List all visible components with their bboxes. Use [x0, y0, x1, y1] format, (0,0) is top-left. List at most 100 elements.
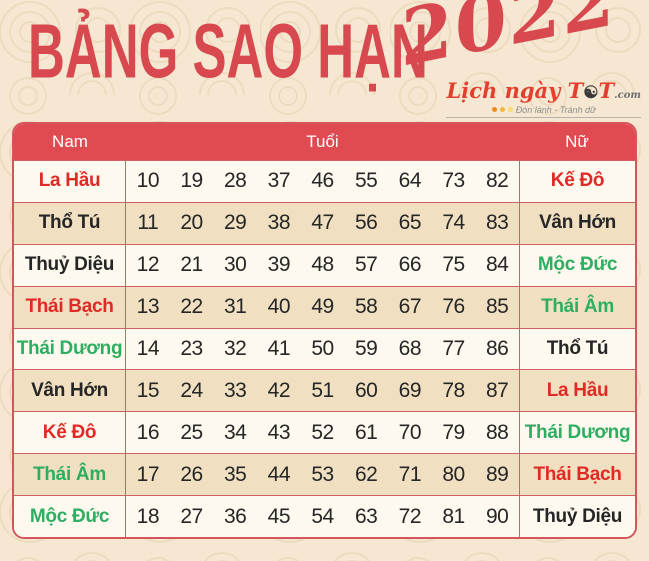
age-value: 64 — [398, 169, 422, 193]
age-value: 19 — [180, 169, 203, 193]
star-name-nam: Vân Hớn — [14, 370, 126, 412]
star-name-nu: Thổ Tú — [519, 328, 635, 370]
age-value: 25 — [180, 420, 203, 444]
age-value: 26 — [180, 462, 203, 486]
age-value: 79 — [442, 420, 465, 444]
logo-tagline: Đón lành - Tránh dữ — [515, 104, 596, 115]
age-value: 22 — [180, 295, 203, 319]
age-value: 30 — [223, 253, 247, 277]
table-header: Nam Tuổi Nữ — [14, 124, 635, 160]
age-value: 50 — [311, 337, 334, 360]
age-value: 82 — [485, 169, 509, 193]
age-value: 15 — [136, 378, 160, 402]
age-value: 75 — [442, 253, 465, 277]
age-value: 85 — [485, 295, 509, 319]
star-name-nam: Thái Bạch — [14, 286, 126, 328]
table-row: Vân Hớn 15 24 33 42 51 60 69 78 87 La Hầ… — [14, 369, 635, 412]
age-value: 67 — [398, 295, 422, 319]
star-name-nam: Thuỷ Diệu — [14, 244, 126, 286]
table-row: Thái Bạch 13 22 31 40 49 58 67 76 85 Thá… — [14, 285, 635, 328]
age-value: 44 — [267, 462, 291, 486]
dot-icon — [499, 107, 505, 113]
age-value: 69 — [398, 378, 422, 402]
logo-wordmark: Lịch ngày T☯T.com — [446, 78, 641, 103]
age-value: 76 — [442, 295, 465, 319]
star-name-nu: Thái Bạch — [519, 454, 635, 496]
page-title: BẢNG SAO HẠN — [28, 8, 428, 95]
age-value: 68 — [398, 337, 422, 360]
age-value: 89 — [485, 462, 509, 486]
age-value: 29 — [223, 211, 247, 235]
star-name-nu: Thuỷ Diệu — [519, 496, 635, 537]
star-name-nu: Kế Đô — [519, 161, 635, 202]
age-value: 14 — [136, 337, 160, 360]
logo-tagline-row: Đón lành - Tránh dữ — [446, 105, 641, 118]
age-value: 54 — [311, 504, 334, 528]
year-label: 2022 — [392, 0, 626, 83]
age-value: 70 — [398, 420, 422, 444]
dot-icon — [491, 107, 497, 113]
age-value: 53 — [311, 462, 334, 486]
age-value: 41 — [267, 337, 291, 360]
age-value: 72 — [398, 504, 422, 528]
age-value: 88 — [485, 420, 509, 444]
star-name-nu: La Hầu — [519, 370, 635, 412]
age-value: 86 — [485, 337, 509, 360]
age-value: 38 — [267, 211, 291, 235]
table-row: Thái Dương 14 23 32 41 50 59 68 77 86 Th… — [14, 327, 635, 370]
column-header-nam: Nam — [52, 132, 88, 151]
age-value: 11 — [137, 211, 159, 235]
age-value: 63 — [354, 504, 378, 528]
age-value: 16 — [136, 420, 160, 444]
age-value: 45 — [267, 504, 291, 528]
yinyang-icon: ☯ — [583, 83, 599, 103]
logo-text-start: Lịch ngày T — [446, 78, 584, 103]
age-value: 48 — [311, 253, 334, 277]
age-value: 33 — [223, 378, 247, 402]
age-value: 65 — [398, 211, 422, 235]
age-value: 60 — [354, 378, 378, 402]
logo-text-end: T — [598, 78, 615, 103]
site-logo[interactable]: Lịch ngày T☯T.com Đón lành - Tránh dữ — [446, 78, 641, 118]
star-name-nam: La Hầu — [14, 161, 126, 202]
age-value: 10 — [136, 169, 160, 193]
star-name-nam: Kế Đô — [14, 412, 126, 454]
age-value: 62 — [354, 462, 378, 486]
table-row: Thuỷ Diệu 12 21 30 39 48 57 66 75 84 Mộc… — [14, 243, 635, 286]
age-value: 90 — [485, 504, 509, 528]
age-value: 46 — [311, 169, 334, 193]
table-body: La Hầu 10 19 28 37 46 55 64 73 82 Kế Đô … — [14, 160, 635, 537]
age-value: 35 — [223, 462, 247, 486]
age-value: 23 — [180, 337, 203, 360]
table-row: Mộc Đức 18 27 36 45 54 63 72 81 90 Thuỷ … — [14, 495, 635, 537]
table-row: La Hầu 10 19 28 37 46 55 64 73 82 Kế Đô — [14, 160, 635, 202]
dot-icon — [507, 107, 513, 113]
age-value: 32 — [223, 337, 247, 360]
star-name-nu: Thái Âm — [519, 286, 635, 328]
age-value: 12 — [136, 253, 160, 277]
age-value: 21 — [180, 253, 203, 277]
age-value: 73 — [442, 169, 465, 193]
age-value: 55 — [354, 169, 378, 193]
age-value: 77 — [442, 337, 465, 360]
star-name-nam: Thái Âm — [14, 454, 126, 496]
age-value: 17 — [136, 462, 160, 486]
age-value: 66 — [398, 253, 422, 277]
age-value: 78 — [442, 378, 465, 402]
age-value: 37 — [267, 169, 291, 193]
age-value: 57 — [354, 253, 378, 277]
age-value: 71 — [398, 462, 422, 486]
age-value: 61 — [354, 420, 378, 444]
age-value: 83 — [485, 211, 509, 235]
column-header-nu: Nữ — [565, 132, 589, 151]
age-value: 74 — [442, 211, 465, 235]
age-value: 43 — [267, 420, 291, 444]
logo-domain: .com — [614, 90, 641, 101]
age-value: 40 — [267, 295, 291, 319]
age-value: 59 — [354, 337, 378, 360]
table-row: Thổ Tú 11 20 29 38 47 56 65 74 83 Vân Hớ… — [14, 201, 635, 244]
age-value: 27 — [180, 504, 203, 528]
star-name-nam: Thổ Tú — [14, 202, 126, 244]
age-value: 39 — [267, 253, 291, 277]
star-name-nam: Thái Dương — [14, 328, 126, 370]
